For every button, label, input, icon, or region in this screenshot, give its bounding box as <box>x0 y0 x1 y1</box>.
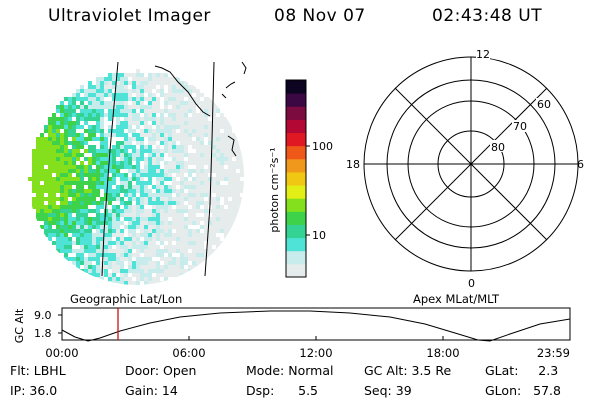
geographic-latitude-value: GLat: 2.3 <box>485 363 559 378</box>
colorbar-segment <box>286 185 306 199</box>
colorbar-segment <box>286 250 306 265</box>
uv-globe-image <box>28 61 247 285</box>
colorbar-segment <box>286 80 306 94</box>
meridian-line <box>101 61 119 277</box>
colorbar-segment <box>286 119 306 134</box>
geographic-projection-label: Geographic Lat/Lon <box>70 292 182 306</box>
alt-xtick-label: 00:00 <box>45 346 78 360</box>
gain-value: Gain: 14 <box>125 383 178 398</box>
color-scale-bar: 100 10 photon cm⁻²s⁻¹ <box>268 79 333 278</box>
colorbar-segment <box>286 263 306 278</box>
colorbar-tick-label: 10 <box>312 229 326 242</box>
mlt-label-midnight: 0 <box>468 277 475 290</box>
alt-xtick-label: 06:00 <box>172 346 205 360</box>
colorbar-segment <box>286 93 306 107</box>
image-date: 08 Nov 07 <box>274 6 366 26</box>
dsp-value: Dsp: 5.5 <box>246 383 319 398</box>
colorbar-segment <box>286 224 306 239</box>
colorbar-segment <box>286 158 306 173</box>
altitude-timeline-plot: 9.0 1.8 GC Alt 00:00 06:00 12:00 18:00 2… <box>13 307 571 360</box>
door-status: Door: Open <box>125 363 197 378</box>
altitude-curve <box>61 310 571 342</box>
polar-mlt-grid <box>363 56 579 272</box>
filter-value: Flt: LBHL <box>10 363 66 378</box>
mlt-label-dusk: 18 <box>346 158 360 171</box>
coastline <box>221 61 247 99</box>
alt-ytick-label: 1.8 <box>34 327 52 340</box>
colorbar-segment <box>286 198 306 212</box>
coastline <box>227 135 237 157</box>
alt-xtick-label: 12:00 <box>299 346 332 360</box>
mlat-ring-label: 70 <box>513 120 527 133</box>
colorbar-segment <box>286 132 306 147</box>
alt-xtick-label: 23:59 <box>537 346 570 360</box>
apex-projection-label: Apex MLat/MLT <box>413 292 500 306</box>
alt-ylabel: GC Alt <box>13 308 26 343</box>
colorbar-segment <box>286 211 306 225</box>
alt-xtick-label: 18:00 <box>426 346 459 360</box>
sequence-value: Seq: 39 <box>364 383 412 398</box>
gc-altitude-value: GC Alt: 3.5 Re <box>364 363 452 378</box>
ip-value: IP: 36.0 <box>10 383 58 398</box>
colorbar-segment <box>286 171 306 186</box>
geographic-longitude-value: GLon: 57.8 <box>485 383 561 398</box>
colorbar-unit-label: photon cm⁻²s⁻¹ <box>268 147 281 232</box>
image-time: 02:43:48 UT <box>432 6 543 26</box>
app-title: Ultraviolet Imager <box>48 6 211 26</box>
colorbar-tick-label: 100 <box>312 140 333 153</box>
mlt-label-noon: 12 <box>476 48 490 61</box>
meridian-line <box>204 61 215 277</box>
colorbar-segment <box>286 145 306 160</box>
mlat-ring-label: 60 <box>537 98 551 111</box>
colorbar-segment <box>286 237 306 252</box>
mlt-label-dawn: 6 <box>577 158 584 171</box>
mlat-ring-label: 80 <box>491 141 505 154</box>
coastline <box>154 65 211 117</box>
mode-value: Mode: Normal <box>246 363 334 378</box>
alt-ytick-label: 9.0 <box>34 309 52 322</box>
colorbar-segment <box>286 106 306 120</box>
